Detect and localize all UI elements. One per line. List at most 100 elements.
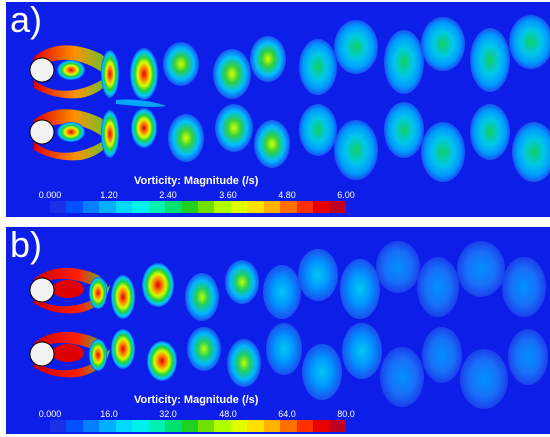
vortex [89,339,107,371]
colorbar-swatch [313,420,330,432]
colorbar-tick: 1.20 [100,190,118,200]
colorbar-tick: 0.000 [38,190,62,200]
vortex [101,110,119,158]
colorbar-title: Vorticity: Magnitude (/s) [134,175,259,187]
vorticity-field-b [29,241,548,409]
vortex [111,275,135,319]
colorbar-swatch [50,201,67,213]
vortex [422,327,462,383]
colorbar-swatch [197,420,215,432]
vortex [457,241,505,297]
colorbar-tick: 64.0 [278,409,296,419]
vortex [163,42,199,86]
vortex [227,339,261,387]
colorbar-swatch [263,201,281,213]
vortex [187,327,221,371]
colorbar-swatch [99,420,116,432]
vortex [460,349,508,409]
colorbar-swatch [181,420,198,432]
colorbar-swatch [230,201,248,213]
colorbar-swatch [132,420,149,432]
colorbar-swatch [329,420,346,432]
vortex [421,122,465,182]
colorbar-tick: 6.00 [337,190,355,200]
colorbar [50,201,346,213]
shear-layer [34,285,110,314]
vortex [302,344,342,400]
colorbar-swatch [280,201,297,213]
vortex [512,122,550,182]
vortex [509,15,550,69]
vortex [502,257,546,317]
vortex [57,60,85,80]
vortex [421,17,465,71]
panel-label-a: a) [10,2,43,40]
shear-layer [34,331,108,357]
colorbar-swatch [50,420,67,432]
vortex [384,30,424,94]
vortex [340,259,380,319]
shear-layer [116,99,166,107]
cylinder [29,277,55,303]
colorbar-swatch [165,420,182,432]
vortex [142,263,174,307]
vortex [417,257,459,317]
vortex [342,323,382,379]
colorbar-swatch [296,420,313,432]
vortex [147,341,177,381]
vortex [185,273,219,321]
cylinder [29,57,55,83]
shear-layer [34,45,116,82]
colorbar-swatch [214,420,231,432]
colorbar-tick: 48.0 [219,409,237,419]
colorbar-ticks: 0.000 16.0 32.0 48.0 64.0 80.0 [24,409,364,421]
colorbar-tick: 32.0 [159,409,177,419]
vortex [254,120,290,168]
vortex [384,102,424,158]
vortex [215,104,253,152]
vortex [225,260,259,304]
vortex [299,39,337,95]
colorbar-swatch [313,201,330,213]
vortex [130,48,158,100]
cylinder [29,341,55,367]
vortex [508,329,548,385]
colorbar-swatch [280,420,297,432]
vorticity-field-a [29,15,550,182]
colorbar-tick: 0.000 [38,409,62,419]
colorbar-swatch [296,201,313,213]
colorbar-tick: 16.0 [100,409,118,419]
cylinder [29,119,55,145]
colorbar-tick: 4.80 [278,190,296,200]
vortex [52,344,84,362]
shear-layer [34,126,116,161]
shear-layer [34,267,108,293]
colorbar-swatch [214,201,231,213]
colorbar-swatch [329,201,346,213]
colorbar-swatch [99,201,116,213]
panel-b: b) Vorticity: Magnitude (/s) 0.000 16.0 … [6,227,550,434]
colorbar-swatch [132,201,149,213]
vortex [298,249,338,301]
colorbar-swatch [247,201,264,213]
colorbar-tick: 3.60 [219,190,237,200]
vortex [470,28,510,92]
shear-layer [34,349,110,378]
vortex [299,104,337,156]
colorbar-swatch [115,201,133,213]
colorbar-swatch [197,201,215,213]
vortex [334,120,378,180]
vortex [380,347,424,407]
vortex [250,36,286,82]
vortex [57,122,85,142]
shear-layer [34,64,116,99]
vortex [168,114,204,162]
vortex [131,108,157,148]
colorbar-swatch [82,201,100,213]
vortex [52,280,84,298]
colorbar-swatch [165,201,182,213]
colorbar-ticks: 0.000 1.20 2.40 3.60 4.80 6.00 [24,190,364,202]
colorbar-swatch [115,420,133,432]
vortex [89,277,107,309]
panel-a: a) Vorticity: Magnitude (/s) 0.000 1.20 … [6,2,550,217]
